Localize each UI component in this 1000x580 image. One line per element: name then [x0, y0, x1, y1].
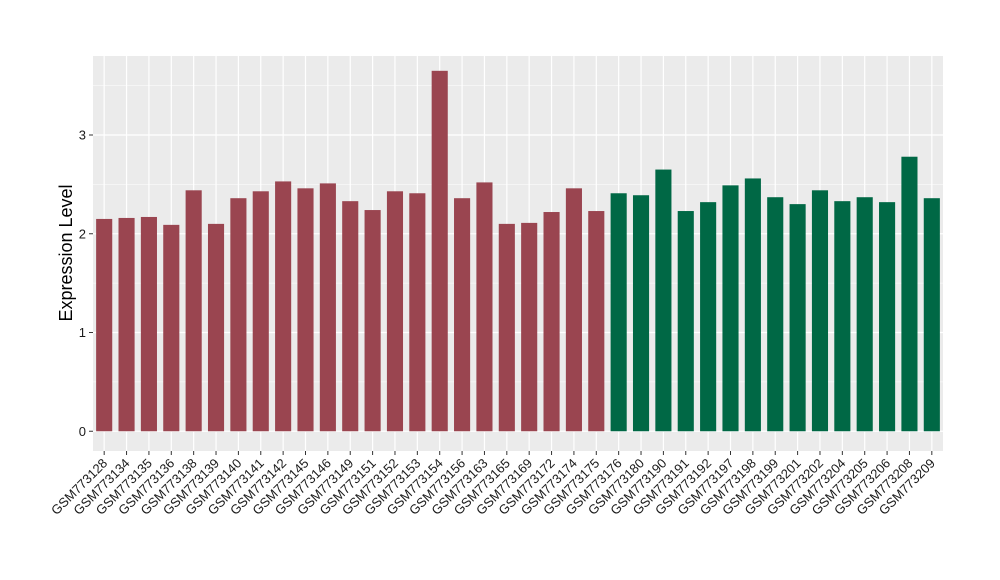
bar-GSM773145 — [297, 188, 314, 432]
bar-GSM773201 — [789, 204, 806, 432]
bar-GSM773151 — [364, 210, 381, 432]
bar-GSM773138 — [185, 190, 202, 432]
bar-GSM773180 — [632, 195, 650, 432]
bar-GSM773140 — [230, 198, 247, 432]
bar-GSM773152 — [386, 191, 404, 432]
y-tick-label: 2 — [79, 226, 86, 241]
bar-GSM773204 — [834, 201, 851, 432]
bar-GSM773153 — [409, 193, 426, 432]
bar-GSM773128 — [96, 218, 113, 432]
bar-GSM773163 — [476, 182, 493, 432]
bar-GSM773208 — [901, 156, 918, 432]
bar-GSM773174 — [565, 188, 582, 432]
bar-GSM773142 — [275, 181, 292, 432]
bar-GSM773191 — [677, 211, 694, 432]
bar-GSM773136 — [163, 224, 180, 432]
y-tick-label: 3 — [79, 128, 86, 143]
y-tick-label: 0 — [79, 424, 86, 439]
bar-GSM773206 — [879, 202, 896, 432]
bar-GSM773156 — [454, 198, 471, 432]
y-axis-title: Expression Level — [56, 184, 76, 321]
bar-GSM773146 — [319, 183, 336, 432]
bar-GSM773172 — [543, 212, 560, 432]
bar-GSM773149 — [342, 201, 359, 432]
bar-GSM773175 — [588, 211, 605, 432]
bar-GSM773165 — [498, 223, 515, 432]
bar-GSM773139 — [207, 223, 225, 432]
bar-GSM773205 — [856, 197, 873, 432]
bar-GSM773190 — [655, 169, 672, 432]
x-axis-ticks: GSM773128GSM773134GSM773135GSM773136GSM7… — [48, 451, 938, 518]
bar-GSM773135 — [140, 216, 157, 432]
bar-GSM773176 — [610, 193, 627, 432]
bar-GSM773154 — [431, 70, 448, 432]
bar-GSM773202 — [811, 190, 829, 432]
bar-GSM773197 — [722, 185, 739, 432]
bar-GSM773169 — [521, 222, 538, 432]
y-tick-label: 1 — [79, 325, 86, 340]
bars — [96, 70, 940, 432]
bar-GSM773198 — [744, 178, 761, 432]
bar-GSM773134 — [118, 217, 135, 432]
bar-GSM773192 — [700, 202, 717, 432]
bar-GSM773199 — [767, 197, 784, 432]
bar-GSM773141 — [252, 191, 269, 432]
bar-GSM773209 — [923, 198, 940, 432]
y-axis-ticks: 0 1 2 3 — [79, 128, 93, 439]
